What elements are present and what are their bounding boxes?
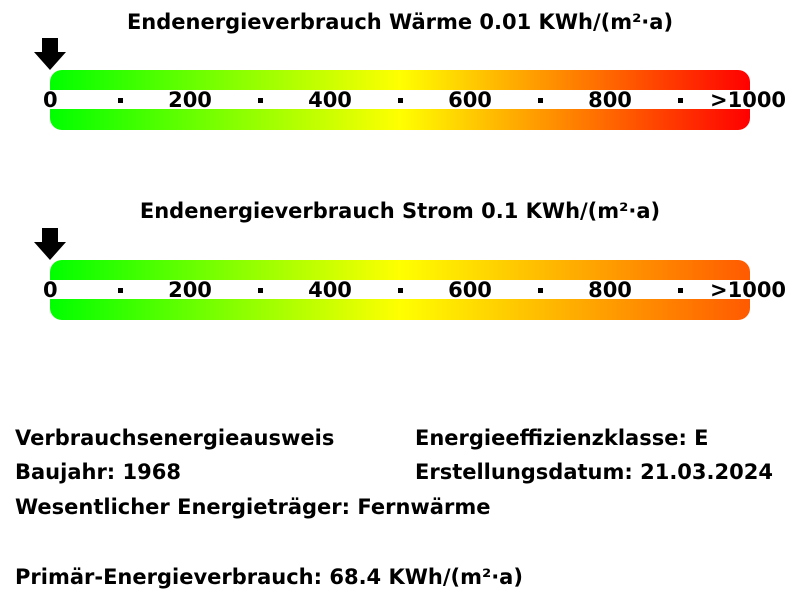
primary-energy: Primär-Energieverbrauch: 68.4 KWh/(m²·a) (15, 565, 523, 589)
scale-title-strom: Endenergieverbrauch Strom 0.1 KWh/(m²·a) (139, 199, 661, 223)
creation-date: Erstellungsdatum: 21.03.2024 (415, 460, 773, 484)
tick-label: 800 (588, 278, 632, 302)
tick-separator (258, 98, 263, 103)
energy-carrier: Wesentlicher Energieträger: Fernwärme (15, 495, 491, 519)
tick-separator (538, 98, 543, 103)
tick-label: 800 (588, 88, 632, 112)
tick-label: >1000 (710, 278, 787, 302)
tick-label: 0 (43, 88, 58, 112)
tick-separator (538, 288, 543, 293)
tick-label: 600 (448, 88, 492, 112)
tick-label: 0 (43, 278, 58, 302)
ausweis-type: Verbrauchsenergieausweis (15, 426, 335, 450)
tick-label: >1000 (710, 88, 787, 112)
tick-separator (398, 288, 403, 293)
arrow-down-icon (34, 228, 66, 260)
tick-label: 400 (308, 88, 352, 112)
tick-label: 400 (308, 278, 352, 302)
tick-label: 200 (168, 278, 212, 302)
tick-separator (398, 98, 403, 103)
arrow-down-icon (34, 38, 66, 70)
tick-label: 200 (168, 88, 212, 112)
tick-separator (258, 288, 263, 293)
tick-label: 600 (448, 278, 492, 302)
scale-title-waerme: Endenergieverbrauch Wärme 0.01 KWh/(m²·a… (126, 10, 674, 34)
tick-separator (678, 98, 683, 103)
tick-separator (678, 288, 683, 293)
efficiency-class: Energieeffizienzklasse: E (415, 426, 709, 450)
tick-separator (118, 288, 123, 293)
construction-year: Baujahr: 1968 (15, 460, 181, 484)
tick-separator (118, 98, 123, 103)
